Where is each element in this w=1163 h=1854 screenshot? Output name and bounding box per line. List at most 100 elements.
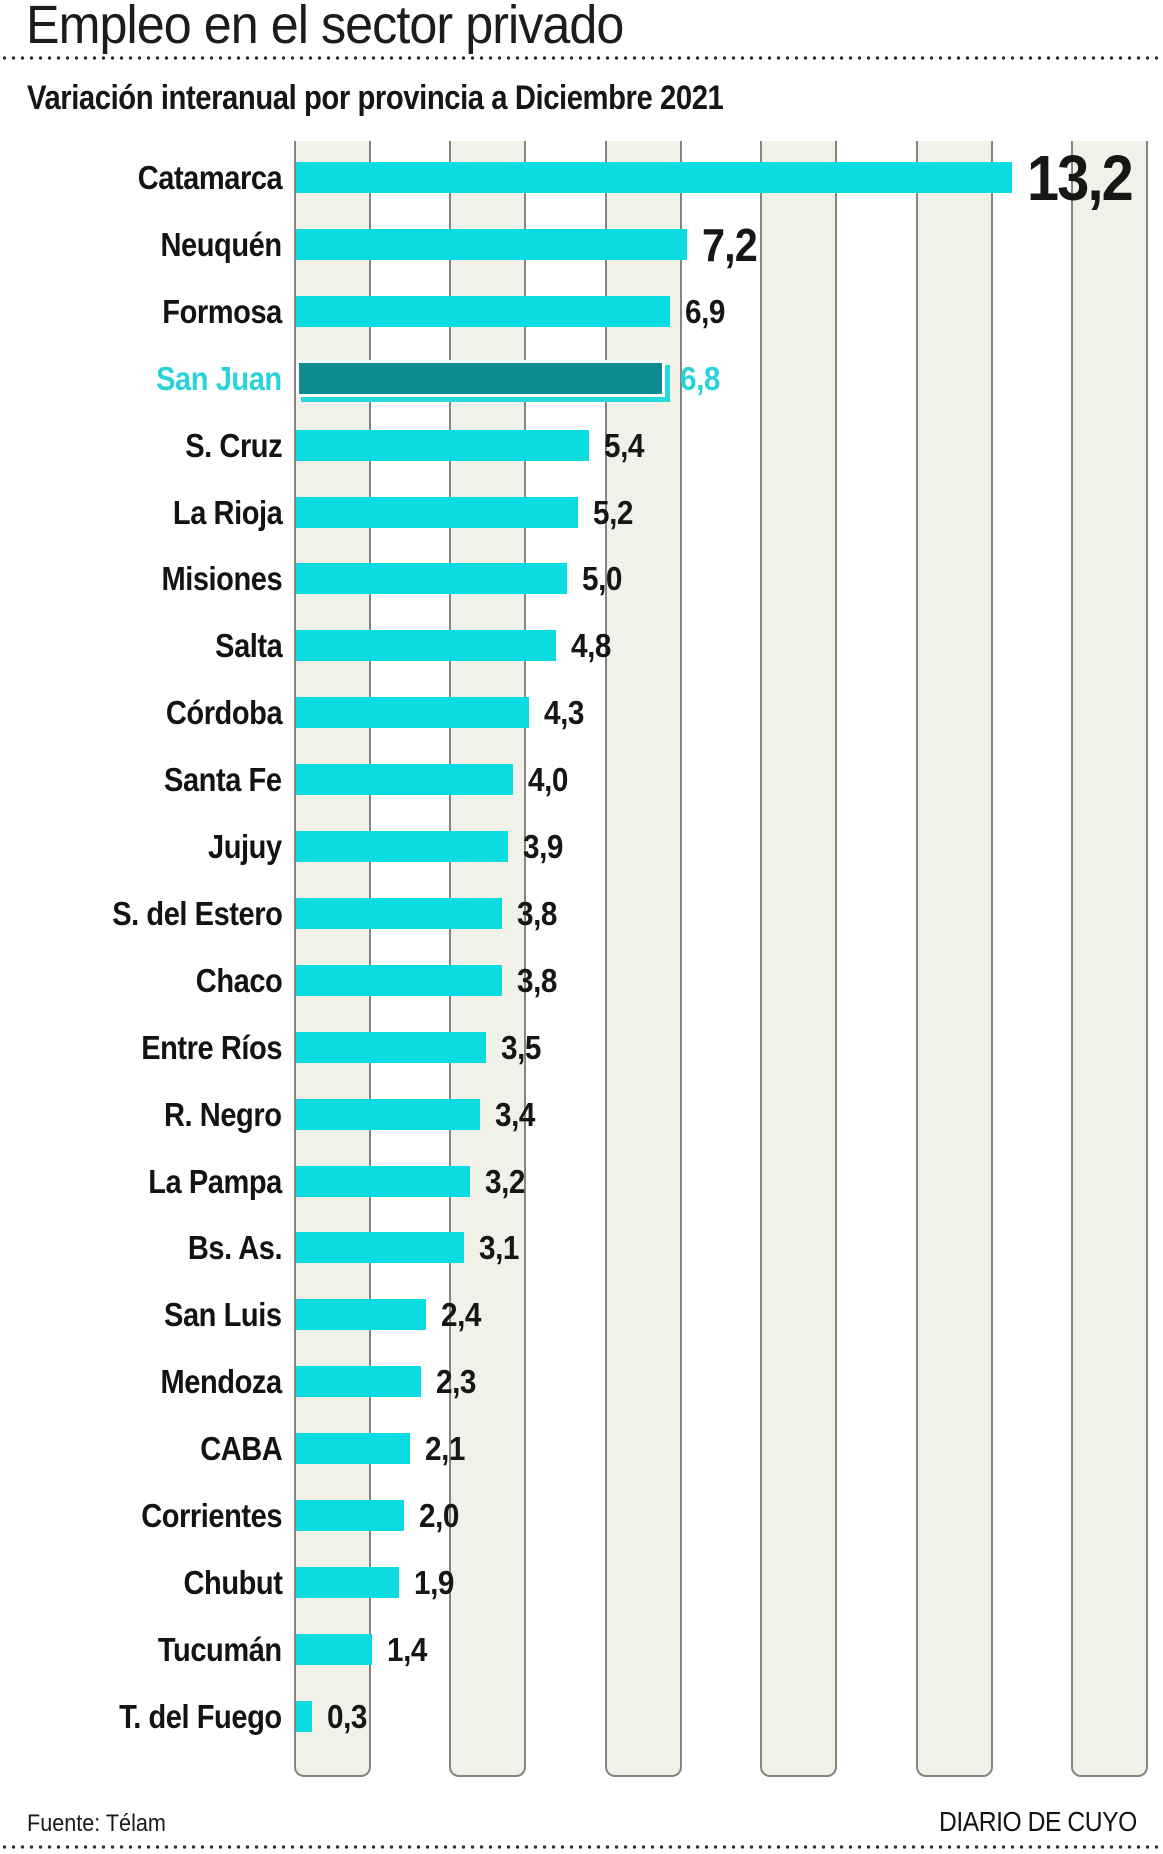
value-label: 0,3 — [327, 1697, 367, 1735]
bar — [296, 1232, 464, 1263]
grid-band — [1071, 141, 1148, 1777]
page-title: Empleo en el sector privado — [26, 0, 624, 55]
value-label: 3,9 — [523, 827, 563, 865]
bar-row: S. del Estero 3,8 — [0, 880, 1163, 947]
source-credit: Fuente: Télam — [27, 1810, 166, 1837]
category-label: Catamarca — [137, 158, 282, 196]
bar — [296, 563, 567, 594]
value-label: 2,0 — [419, 1496, 459, 1534]
value-label: 3,4 — [495, 1095, 535, 1133]
value-label: 4,8 — [571, 626, 611, 664]
category-label: Entre Ríos — [141, 1028, 282, 1066]
value-label: 3,5 — [501, 1028, 541, 1066]
value-label: 13,2 — [1027, 141, 1134, 214]
value-label: 7,2 — [702, 218, 758, 271]
bar — [296, 162, 1012, 193]
category-label: San Luis — [164, 1295, 282, 1333]
bar-row: Mendoza 2,3 — [0, 1348, 1163, 1415]
bar-row: Jujuy 3,9 — [0, 813, 1163, 880]
category-label: S. del Estero — [111, 894, 283, 932]
dotted-rule-bottom — [0, 1845, 1163, 1849]
value-label: 5,0 — [582, 559, 622, 597]
bar — [296, 229, 687, 260]
bar-row: Salta 4,8 — [0, 612, 1163, 679]
plot-area — [294, 141, 1150, 1777]
category-label: Neuquén — [160, 225, 283, 263]
bar — [296, 497, 578, 528]
category-label: La Rioja — [172, 493, 283, 531]
bar-row: Córdoba 4,3 — [0, 679, 1163, 746]
value-label: 1,9 — [414, 1563, 454, 1601]
category-label: R. Negro — [164, 1095, 283, 1133]
bar-row: Entre Ríos 3,5 — [0, 1014, 1163, 1081]
publisher-brand: DIARIO DE CUYO — [939, 1806, 1137, 1837]
bar — [296, 1099, 480, 1130]
bar-row: Corrientes 2,0 — [0, 1482, 1163, 1549]
category-label: Formosa — [162, 292, 282, 330]
bar-row: Misiones 5,0 — [0, 545, 1163, 612]
bar-row: Tucumán 1,4 — [0, 1616, 1163, 1683]
value-label: 1,4 — [387, 1630, 427, 1668]
category-label: Bs. As. — [187, 1228, 283, 1266]
bar-row: R. Negro 3,4 — [0, 1081, 1163, 1148]
bar — [296, 630, 556, 661]
value-label: 2,4 — [441, 1295, 481, 1333]
bar — [296, 1166, 470, 1197]
category-label: Córdoba — [165, 693, 283, 731]
category-label: Misiones — [161, 559, 282, 597]
bar — [296, 296, 670, 327]
value-label: 3,2 — [485, 1162, 525, 1200]
grid-band — [916, 141, 993, 1777]
value-label: 6,8 — [680, 359, 720, 397]
category-label: S. Cruz — [185, 426, 282, 464]
category-label: Chubut — [183, 1563, 282, 1601]
category-label: San Juan — [156, 359, 282, 397]
category-label: La Pampa — [148, 1162, 282, 1200]
bar-row: Catamarca 13,2 — [0, 142, 1163, 214]
bar — [296, 764, 513, 795]
value-label: 2,3 — [436, 1362, 476, 1400]
category-label: Tucumán — [158, 1630, 282, 1668]
chart-subtitle: Variación interanual por provincia a Dic… — [27, 79, 724, 117]
grid-band — [760, 141, 837, 1777]
bar-highlighted — [296, 360, 665, 397]
bar — [296, 965, 502, 996]
value-label: 3,1 — [479, 1228, 519, 1266]
bar-row: San Luis 2,4 — [0, 1281, 1163, 1348]
bar — [296, 831, 508, 862]
value-label: 2,1 — [425, 1429, 465, 1467]
bar-row: CABA 2,1 — [0, 1415, 1163, 1482]
value-label: 5,4 — [604, 426, 644, 464]
value-label: 4,0 — [528, 760, 568, 798]
bar-row: Santa Fe 4,0 — [0, 746, 1163, 813]
category-label: CABA — [199, 1429, 283, 1467]
value-label: 3,8 — [517, 894, 557, 932]
bar — [296, 898, 502, 929]
bar — [296, 697, 529, 728]
category-label: Jujuy — [208, 827, 282, 865]
bar — [296, 1299, 426, 1330]
bar — [296, 430, 589, 461]
bar-row: San Juan 6,8 — [0, 345, 1163, 412]
bar — [296, 1567, 399, 1598]
category-label: Salta — [214, 626, 283, 664]
bar-row: Chaco 3,8 — [0, 947, 1163, 1014]
value-label: 3,8 — [517, 961, 557, 999]
value-label: 6,9 — [685, 292, 725, 330]
bar — [296, 1701, 312, 1732]
bar-row: T. del Fuego 0,3 — [0, 1683, 1163, 1750]
grid-band — [449, 141, 526, 1777]
category-label: Santa Fe — [164, 760, 282, 798]
dotted-rule-top — [0, 56, 1163, 60]
bar — [296, 1032, 486, 1063]
category-label: Chaco — [195, 961, 282, 999]
value-label: 4,3 — [544, 693, 584, 731]
category-label: Corrientes — [141, 1496, 282, 1534]
bar-row: Chubut 1,9 — [0, 1549, 1163, 1616]
category-label: T. del Fuego — [119, 1697, 282, 1735]
bar — [296, 1433, 410, 1464]
bar — [296, 1366, 421, 1397]
bar — [296, 1634, 372, 1665]
